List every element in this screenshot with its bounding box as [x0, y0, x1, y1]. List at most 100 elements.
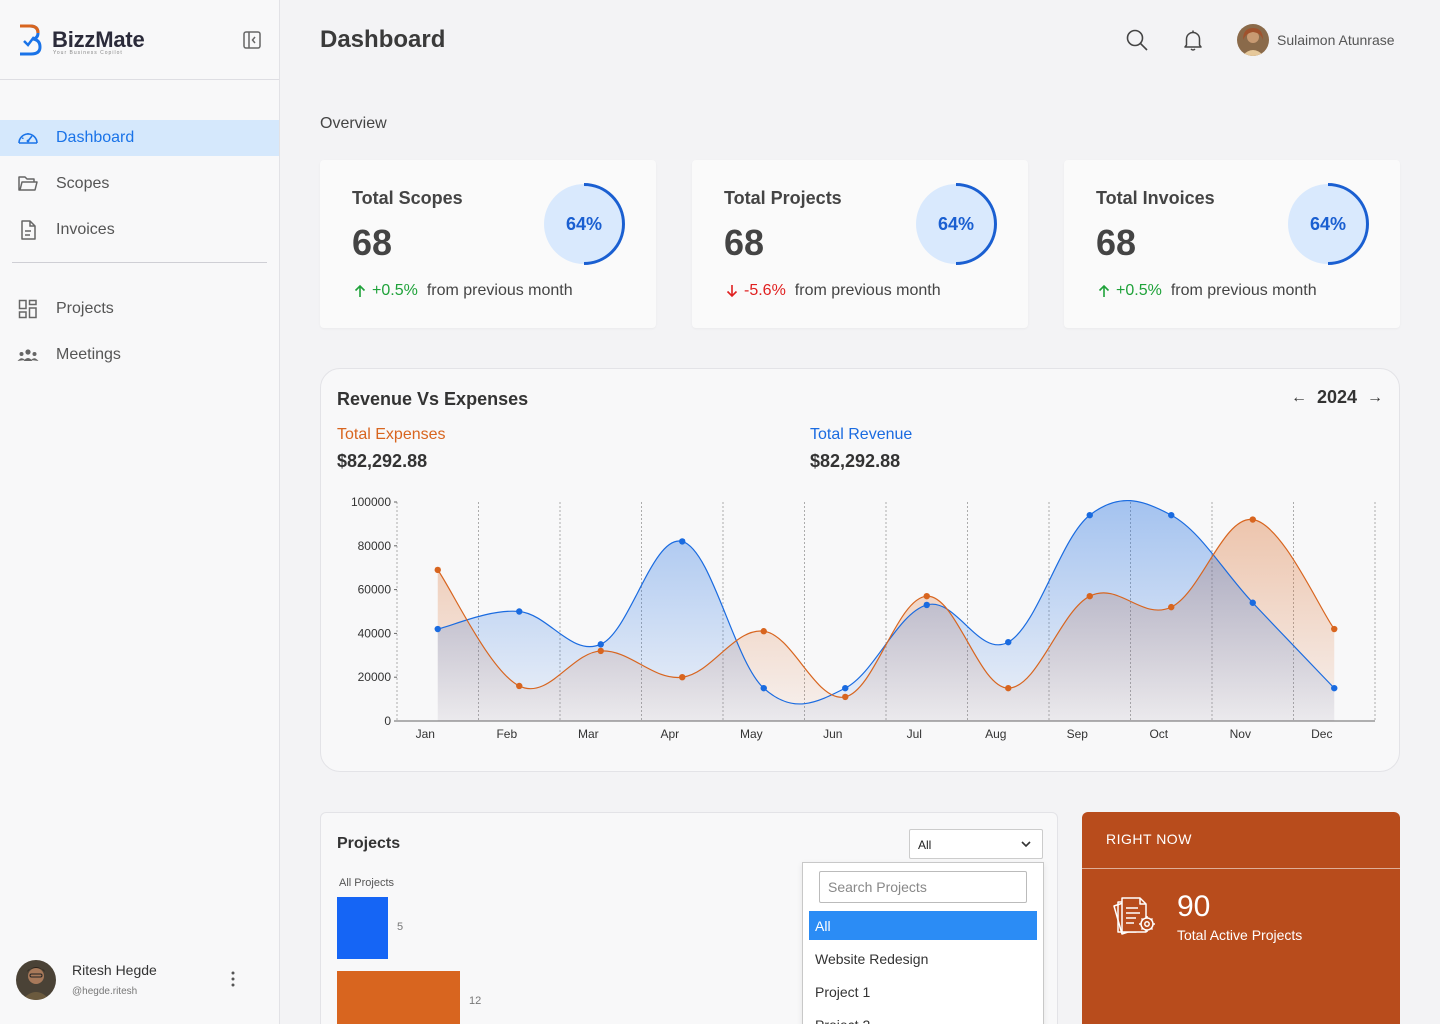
- change-suffix: from previous month: [1170, 282, 1317, 299]
- brand-name: BizzMate: [52, 27, 145, 52]
- user-name: Ritesh Hegde: [72, 962, 157, 978]
- nav-item-scopes[interactable]: Scopes: [0, 166, 279, 202]
- data-point: [1331, 684, 1338, 692]
- search-projects-input[interactable]: [819, 871, 1027, 903]
- x-tick-label: Aug: [985, 727, 1006, 741]
- projects-card: Projects All All Projects 5 12 All Websit…: [320, 812, 1058, 1024]
- prev-year-button[interactable]: ←: [1290, 388, 1307, 406]
- divider: [1082, 868, 1400, 869]
- next-year-button[interactable]: →: [1367, 388, 1383, 406]
- data-point: [1086, 511, 1093, 519]
- topbar: Dashboard Sulaimon Atunrase: [280, 0, 1440, 80]
- nav-label: Projects: [56, 300, 114, 317]
- x-tick-label: Sep: [1067, 727, 1089, 741]
- stat-value: 68: [1096, 222, 1137, 263]
- data-point: [434, 566, 441, 574]
- progress-ring: [916, 183, 997, 265]
- nav-item-dashboard[interactable]: Dashboard: [0, 120, 279, 156]
- overview-label: Overview: [320, 115, 387, 132]
- active-projects-count: 90: [1177, 890, 1211, 923]
- bell-icon[interactable]: [1181, 28, 1205, 52]
- series-line-total-expenses: [437, 518, 1335, 698]
- nav-item-projects[interactable]: Projects: [0, 291, 279, 327]
- search-icon[interactable]: [1125, 28, 1149, 52]
- stat-title: Total Projects: [724, 188, 842, 208]
- avatar[interactable]: [1237, 24, 1269, 56]
- change-percent: +0.5%: [372, 282, 418, 299]
- header-user-name[interactable]: Sulaimon Atunrase: [1277, 32, 1395, 48]
- data-point: [842, 693, 849, 701]
- expenses-value: $82,292.88: [337, 451, 428, 471]
- x-tick-label: Mar: [578, 727, 599, 741]
- x-tick-label: May: [740, 727, 763, 741]
- data-point: [1249, 516, 1256, 523]
- dropdown-option-website-redesign[interactable]: Website Redesign: [815, 951, 929, 967]
- data-point: [1168, 511, 1175, 519]
- chevron-down-icon: [1021, 841, 1031, 848]
- nav-label: Meetings: [56, 346, 121, 363]
- change-suffix: from previous month: [426, 282, 573, 299]
- y-tick-label: 100000: [351, 495, 391, 509]
- data-point: [923, 592, 930, 600]
- data-point: [597, 641, 604, 648]
- progress-label: 64%: [1309, 214, 1347, 234]
- nav-item-invoices[interactable]: Invoices: [0, 212, 279, 248]
- avatar: [16, 960, 56, 1000]
- revenue-label: Total Revenue: [810, 426, 913, 443]
- collapse-sidebar-icon[interactable]: [240, 28, 264, 52]
- nav-label: Scopes: [56, 175, 110, 192]
- y-tick-label: 0: [384, 714, 391, 728]
- dropdown-option-project-1[interactable]: Project 1: [815, 984, 871, 1000]
- stat-change: -5.6% from previous month: [726, 282, 941, 300]
- data-point: [842, 684, 849, 692]
- nav-item-meetings[interactable]: Meetings: [0, 337, 279, 373]
- arrow-down-icon: [726, 285, 738, 298]
- dropdown-option-project-2[interactable]: Project 2: [809, 1010, 1037, 1024]
- select-value: All: [918, 838, 932, 852]
- grid-icon: [16, 297, 40, 321]
- progress-label: 64%: [565, 214, 603, 234]
- x-tick-label: Feb: [496, 727, 517, 741]
- nav-label: Dashboard: [56, 129, 135, 146]
- dropdown-option-all[interactable]: All: [809, 911, 1037, 940]
- data-point: [1331, 625, 1338, 633]
- data-point: [434, 625, 441, 633]
- bar-value-label: 5: [397, 921, 404, 933]
- folder-icon: [16, 172, 40, 196]
- year-navigator: ← 2024 →: [1291, 387, 1383, 408]
- document-icon: [16, 218, 40, 242]
- x-tick-label: Jun: [823, 727, 842, 741]
- revenue-value: $82,292.88: [810, 451, 901, 471]
- bizzmate-logo-icon: [20, 24, 42, 56]
- arrow-up-icon: [1098, 284, 1110, 297]
- right-now-heading: RIGHT NOW: [1106, 831, 1192, 847]
- logo-row: BizzMate Your Business Copilot: [0, 0, 279, 80]
- data-point: [1168, 603, 1175, 611]
- revenue-expenses-chart: 100000 80000 60000 40000 20000 0 Jan Feb Mar Apr M…: [351, 495, 1376, 741]
- revenue-expenses-card: 100000 80000 60000 40000 20000 0 Jan Feb Mar Apr M…: [320, 368, 1400, 772]
- stat-card-projects: Total Projects 68 64% -5.6% from previou…: [692, 160, 1028, 328]
- y-tick-label: 20000: [358, 670, 392, 684]
- data-point: [1005, 684, 1012, 692]
- data-point: [1249, 599, 1256, 606]
- data-point: [516, 608, 523, 615]
- x-tick-label: Dec: [1311, 727, 1332, 741]
- change-percent: -5.6%: [744, 282, 786, 299]
- project-bar: [337, 971, 460, 1024]
- expenses-label: Total Expenses: [337, 426, 446, 443]
- more-vertical-icon[interactable]: [224, 970, 242, 988]
- arrow-up-icon: [354, 284, 366, 297]
- sidebar-user[interactable]: Ritesh Hegde @hegde.ritesh: [16, 958, 266, 1002]
- data-point: [516, 682, 523, 690]
- stat-card-scopes: Total Scopes 68 64% +0.5% from previous …: [320, 160, 656, 328]
- data-point: [760, 628, 767, 635]
- data-point: [1005, 638, 1012, 646]
- projects-filter-select[interactable]: All: [909, 829, 1043, 859]
- data-point: [679, 538, 686, 545]
- change-suffix: from previous month: [794, 282, 941, 299]
- project-bar: [337, 897, 388, 959]
- people-icon: [16, 343, 40, 367]
- revenue-card-title: Revenue Vs Expenses: [337, 389, 529, 409]
- bar-chart-label: All Projects: [339, 877, 395, 889]
- change-percent: +0.5%: [1116, 282, 1162, 299]
